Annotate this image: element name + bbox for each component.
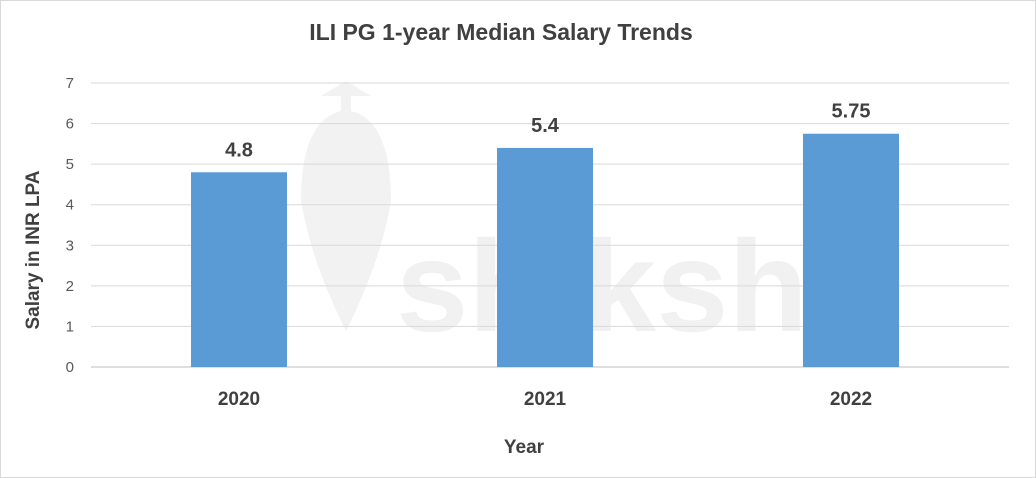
x-axis-title: Year	[504, 437, 545, 458]
y-tick-label: 7	[66, 75, 74, 92]
y-tick-label: 6	[66, 116, 74, 133]
y-tick-label: 2	[66, 278, 74, 295]
bar	[803, 133, 899, 367]
y-axis-ticks: 0 1 2 3 4 5 6 7	[66, 75, 74, 376]
y-axis-title: Salary in INR LPA	[23, 170, 44, 329]
bar	[497, 147, 593, 367]
x-tick-label: 2020	[218, 389, 260, 410]
y-tick-label: 3	[66, 237, 74, 254]
watermark-logo-icon	[301, 81, 391, 331]
x-tick-label: 2022	[830, 389, 872, 410]
x-axis-ticks: 2020 2021 2022	[218, 389, 872, 410]
y-tick-label: 4	[66, 197, 74, 214]
chart-title: ILI PG 1-year Median Salary Trends	[309, 19, 693, 45]
data-label: 5.4	[531, 115, 560, 137]
data-labels: 4.8 5.4 5.75	[225, 101, 870, 162]
x-tick-label: 2021	[524, 389, 567, 410]
y-tick-label: 1	[66, 318, 74, 335]
bar	[191, 172, 287, 367]
data-label: 5.75	[832, 101, 871, 123]
y-tick-label: 0	[66, 359, 74, 376]
y-tick-label: 5	[66, 156, 74, 173]
data-label: 4.8	[225, 139, 253, 161]
bars	[191, 133, 899, 367]
